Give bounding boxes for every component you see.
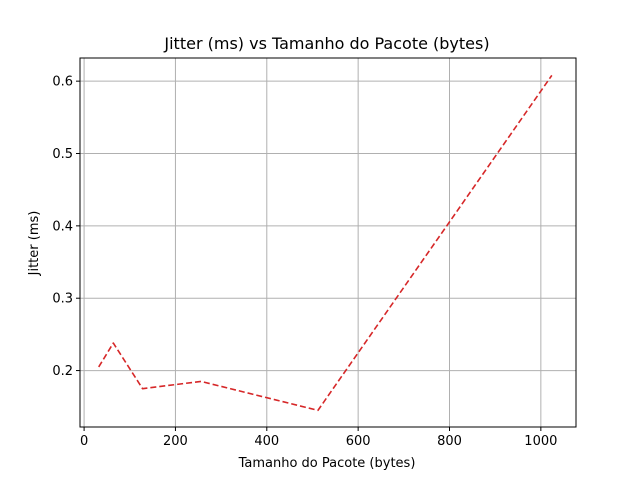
y-tick-label: 0.5 xyxy=(52,147,73,162)
grid xyxy=(80,58,576,427)
x-tick-label: 800 xyxy=(437,434,462,449)
x-axis-ticks: 0 200 400 600 800 1000 xyxy=(80,427,557,449)
plot-frame xyxy=(79,57,577,428)
x-tick-label: 200 xyxy=(163,434,188,449)
y-axis-ticks: 0.2 0.3 0.4 0.5 0.6 xyxy=(52,75,80,379)
series-layer xyxy=(98,74,553,412)
x-axis-label: Tamanho do Pacote (bytes) xyxy=(238,456,416,471)
y-tick-label: 0.4 xyxy=(52,219,73,234)
x-tick-label: 0 xyxy=(80,434,88,449)
series-line xyxy=(98,74,553,412)
chart-title: Jitter (ms) vs Tamanho do Pacote (bytes) xyxy=(163,34,489,53)
x-tick-label: 400 xyxy=(254,434,279,449)
y-tick-label: 0.3 xyxy=(52,292,73,307)
y-tick-label: 0.6 xyxy=(52,75,73,90)
y-axis-label: Jitter (ms) xyxy=(27,211,42,277)
y-tick-label: 0.2 xyxy=(52,364,73,379)
x-tick-label: 1000 xyxy=(524,434,557,449)
x-tick-label: 600 xyxy=(346,434,371,449)
